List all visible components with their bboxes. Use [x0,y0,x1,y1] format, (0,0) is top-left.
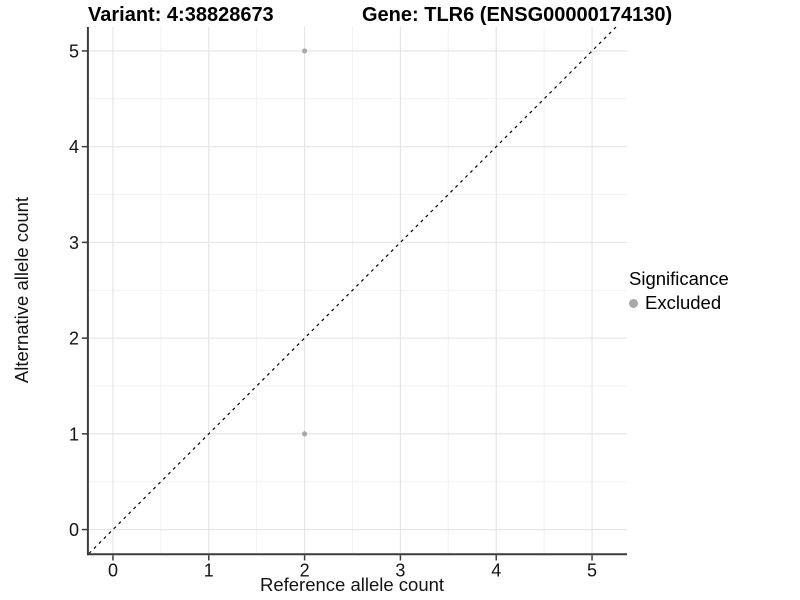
legend: Significance Excluded [629,268,729,314]
legend-title: Significance [629,268,729,289]
x-tick-label-5: 5 [587,561,597,581]
x-axis-label: Reference allele count [259,574,445,595]
y-tick-label-5: 5 [69,41,79,61]
legend-item-excluded: Excluded [629,292,729,314]
x-tick-label-3: 3 [395,561,405,581]
y-tick-label-4: 4 [69,137,79,157]
y-tick-label-2: 2 [69,329,79,349]
x-tick-label-0: 0 [108,561,118,581]
legend-key-dot [629,298,638,308]
x-tick-label-2: 2 [300,561,310,581]
data-point [301,431,308,437]
y-tick-label-0: 0 [69,520,79,540]
data-point [301,48,308,54]
x-tick-label-4: 4 [491,561,501,581]
diagonal-reference-line [88,26,617,554]
plot-title-gene: Gene: TLR6 (ENSG00000174130) [362,4,673,26]
legend-item-label: Excluded [645,292,722,313]
y-tick-label-1: 1 [69,424,79,444]
y-tick-label-3: 3 [69,233,79,253]
y-axis-label: Alternative allele count [11,196,32,384]
x-tick-label-1: 1 [204,561,214,581]
plot-title-variant: Variant: 4:38828673 [88,4,274,26]
